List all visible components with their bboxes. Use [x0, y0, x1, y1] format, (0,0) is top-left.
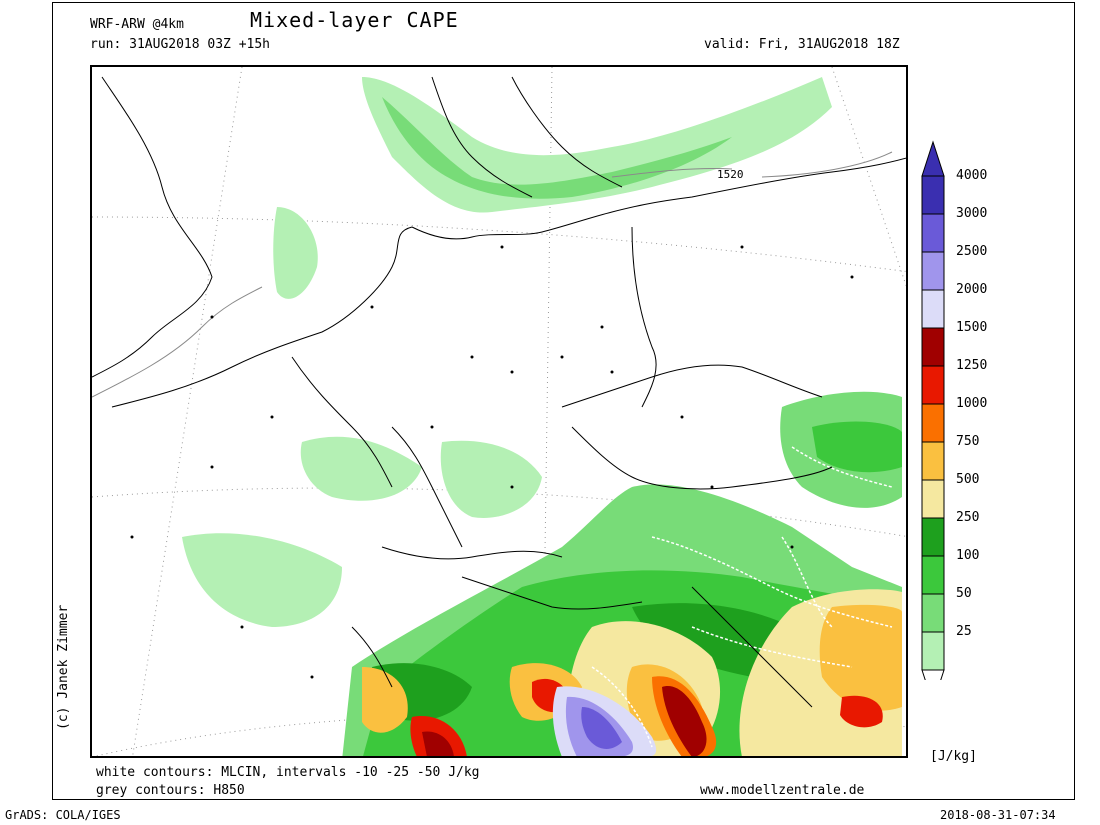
legend-swatch-750: [921, 441, 945, 481]
legend-label-25: 25: [956, 624, 972, 639]
legend-swatch-1250: [921, 365, 945, 405]
figure-frame: [52, 2, 1075, 800]
copyright-label: (c) Janek Zimmer: [56, 604, 71, 730]
legend-label-250: 250: [956, 510, 980, 525]
chart-title: Mixed-layer CAPE: [250, 8, 459, 32]
legend-label-100: 100: [956, 548, 980, 563]
coastlines-borders: [92, 76, 906, 708]
h850-contour-note: grey contours: H850: [96, 783, 245, 798]
color-legend: 4000 3000 2500 2000 1500 1250 1000 750 500 250 100…: [920, 140, 990, 680]
h850-contour-label: 1520: [717, 168, 744, 181]
legend-label-4000: 4000: [956, 168, 988, 183]
generation-timestamp: 2018-08-31-07:34: [940, 808, 1056, 822]
legend-label-1250: 1250: [956, 358, 988, 373]
legend-swatch-100: [921, 555, 945, 595]
legend-label-750: 750: [956, 434, 980, 449]
legend-label-1000: 1000: [956, 396, 988, 411]
legend-label-1500: 1500: [956, 320, 988, 335]
mlcin-contours: [331, 446, 893, 748]
legend-label-2000: 2000: [956, 282, 988, 297]
cape-field-warm: [362, 589, 902, 756]
legend-label-3000: 3000: [956, 206, 988, 221]
h850-contours: [92, 151, 893, 398]
legend-swatch-1000: [921, 403, 945, 443]
legend-swatch-2500: [921, 251, 945, 291]
legend-cap-bottom: [921, 669, 945, 680]
legend-label-50: 50: [956, 586, 972, 601]
legend-label-2500: 2500: [956, 244, 988, 259]
legend-unit: [J/kg]: [930, 749, 977, 764]
map-canvas: 1520: [92, 67, 906, 756]
run-time-label: run: 31AUG2018 03Z +15h: [90, 37, 271, 52]
software-credit: GrADS: COLA/IGES: [5, 808, 121, 822]
legend-swatch-500: [921, 479, 945, 519]
legend-swatch-50: [921, 593, 945, 633]
legend-swatch-3000: [921, 213, 945, 253]
legend-swatch-2000: [921, 289, 945, 329]
model-label: WRF-ARW @4km: [90, 17, 184, 32]
legend-swatch-1500: [921, 327, 945, 367]
legend-label-500: 500: [956, 472, 980, 487]
station-markers: [130, 245, 854, 679]
legend-swatch-250: [921, 517, 945, 557]
legend-swatch-4000: [921, 175, 945, 215]
cape-map: 1520: [90, 65, 908, 758]
website-link[interactable]: www.modellzentrale.de: [700, 783, 865, 798]
mlcin-contour-note: white contours: MLCIN, intervals -10 -25…: [96, 765, 480, 780]
valid-time-label: valid: Fri, 31AUG2018 18Z: [704, 37, 900, 52]
legend-swatch-25: [921, 631, 945, 671]
legend-cap-top: [921, 140, 945, 177]
legend-bar: [921, 140, 945, 680]
